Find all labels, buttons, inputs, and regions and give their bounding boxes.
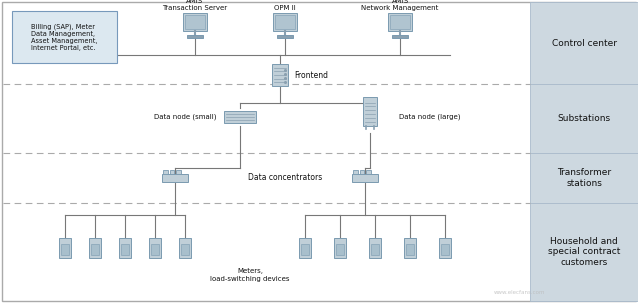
Text: Meters,
load-switching devices: Meters, load-switching devices [211,268,290,281]
Bar [187,35,203,38]
Text: Control center: Control center [551,38,616,48]
Bar [336,244,344,255]
Bar [170,170,174,174]
Bar [334,238,346,258]
Bar [389,13,412,31]
Bar [366,170,371,174]
Bar [439,238,451,258]
Bar [530,153,638,203]
Bar [277,35,293,38]
Bar [89,238,101,258]
Bar [352,174,378,182]
Bar [272,64,288,86]
Bar [530,2,638,84]
Bar [441,244,449,255]
Bar [360,170,364,174]
Text: Substations: Substations [558,114,611,123]
Bar [121,244,129,255]
Text: AMIS
Network Management: AMIS Network Management [361,0,439,11]
Bar [530,203,638,301]
Bar [181,244,189,255]
Bar [404,238,416,258]
Bar [119,238,131,258]
Bar [179,238,191,258]
Text: Frontend: Frontend [294,71,328,79]
Bar [276,15,295,29]
Bar [224,111,256,123]
Bar [406,244,414,255]
Bar [149,238,161,258]
Bar [301,244,309,255]
Bar [530,84,638,153]
Bar [59,238,71,258]
Bar [353,170,358,174]
Bar [273,13,297,31]
Text: www.elecfans.com: www.elecfans.com [494,290,545,295]
Bar [12,11,117,63]
Text: Billing (SAP), Meter
Data Management,
Asset Management,
Internet Portal, etc.: Billing (SAP), Meter Data Management, As… [31,23,98,51]
Bar [299,238,311,258]
Bar [91,244,99,255]
Bar [390,15,410,29]
Bar [61,244,69,255]
Text: Data node (small): Data node (small) [154,114,216,120]
Text: AMIS
Transaction Server: AMIS Transaction Server [163,0,228,11]
Bar [371,244,379,255]
Bar [163,170,168,174]
Text: Transformer
stations: Transformer stations [557,168,611,188]
Text: Data node (large): Data node (large) [399,114,461,120]
Bar [369,238,381,258]
Text: OPM II: OPM II [274,5,296,11]
Text: Household and
special contract
customers: Household and special contract customers [548,237,620,267]
Bar [363,97,377,126]
Bar [183,13,207,31]
Bar [162,174,188,182]
Bar [176,170,181,174]
Bar [151,244,159,255]
Bar [392,35,408,38]
Text: Data concentrators: Data concentrators [248,174,322,182]
Bar [185,15,205,29]
